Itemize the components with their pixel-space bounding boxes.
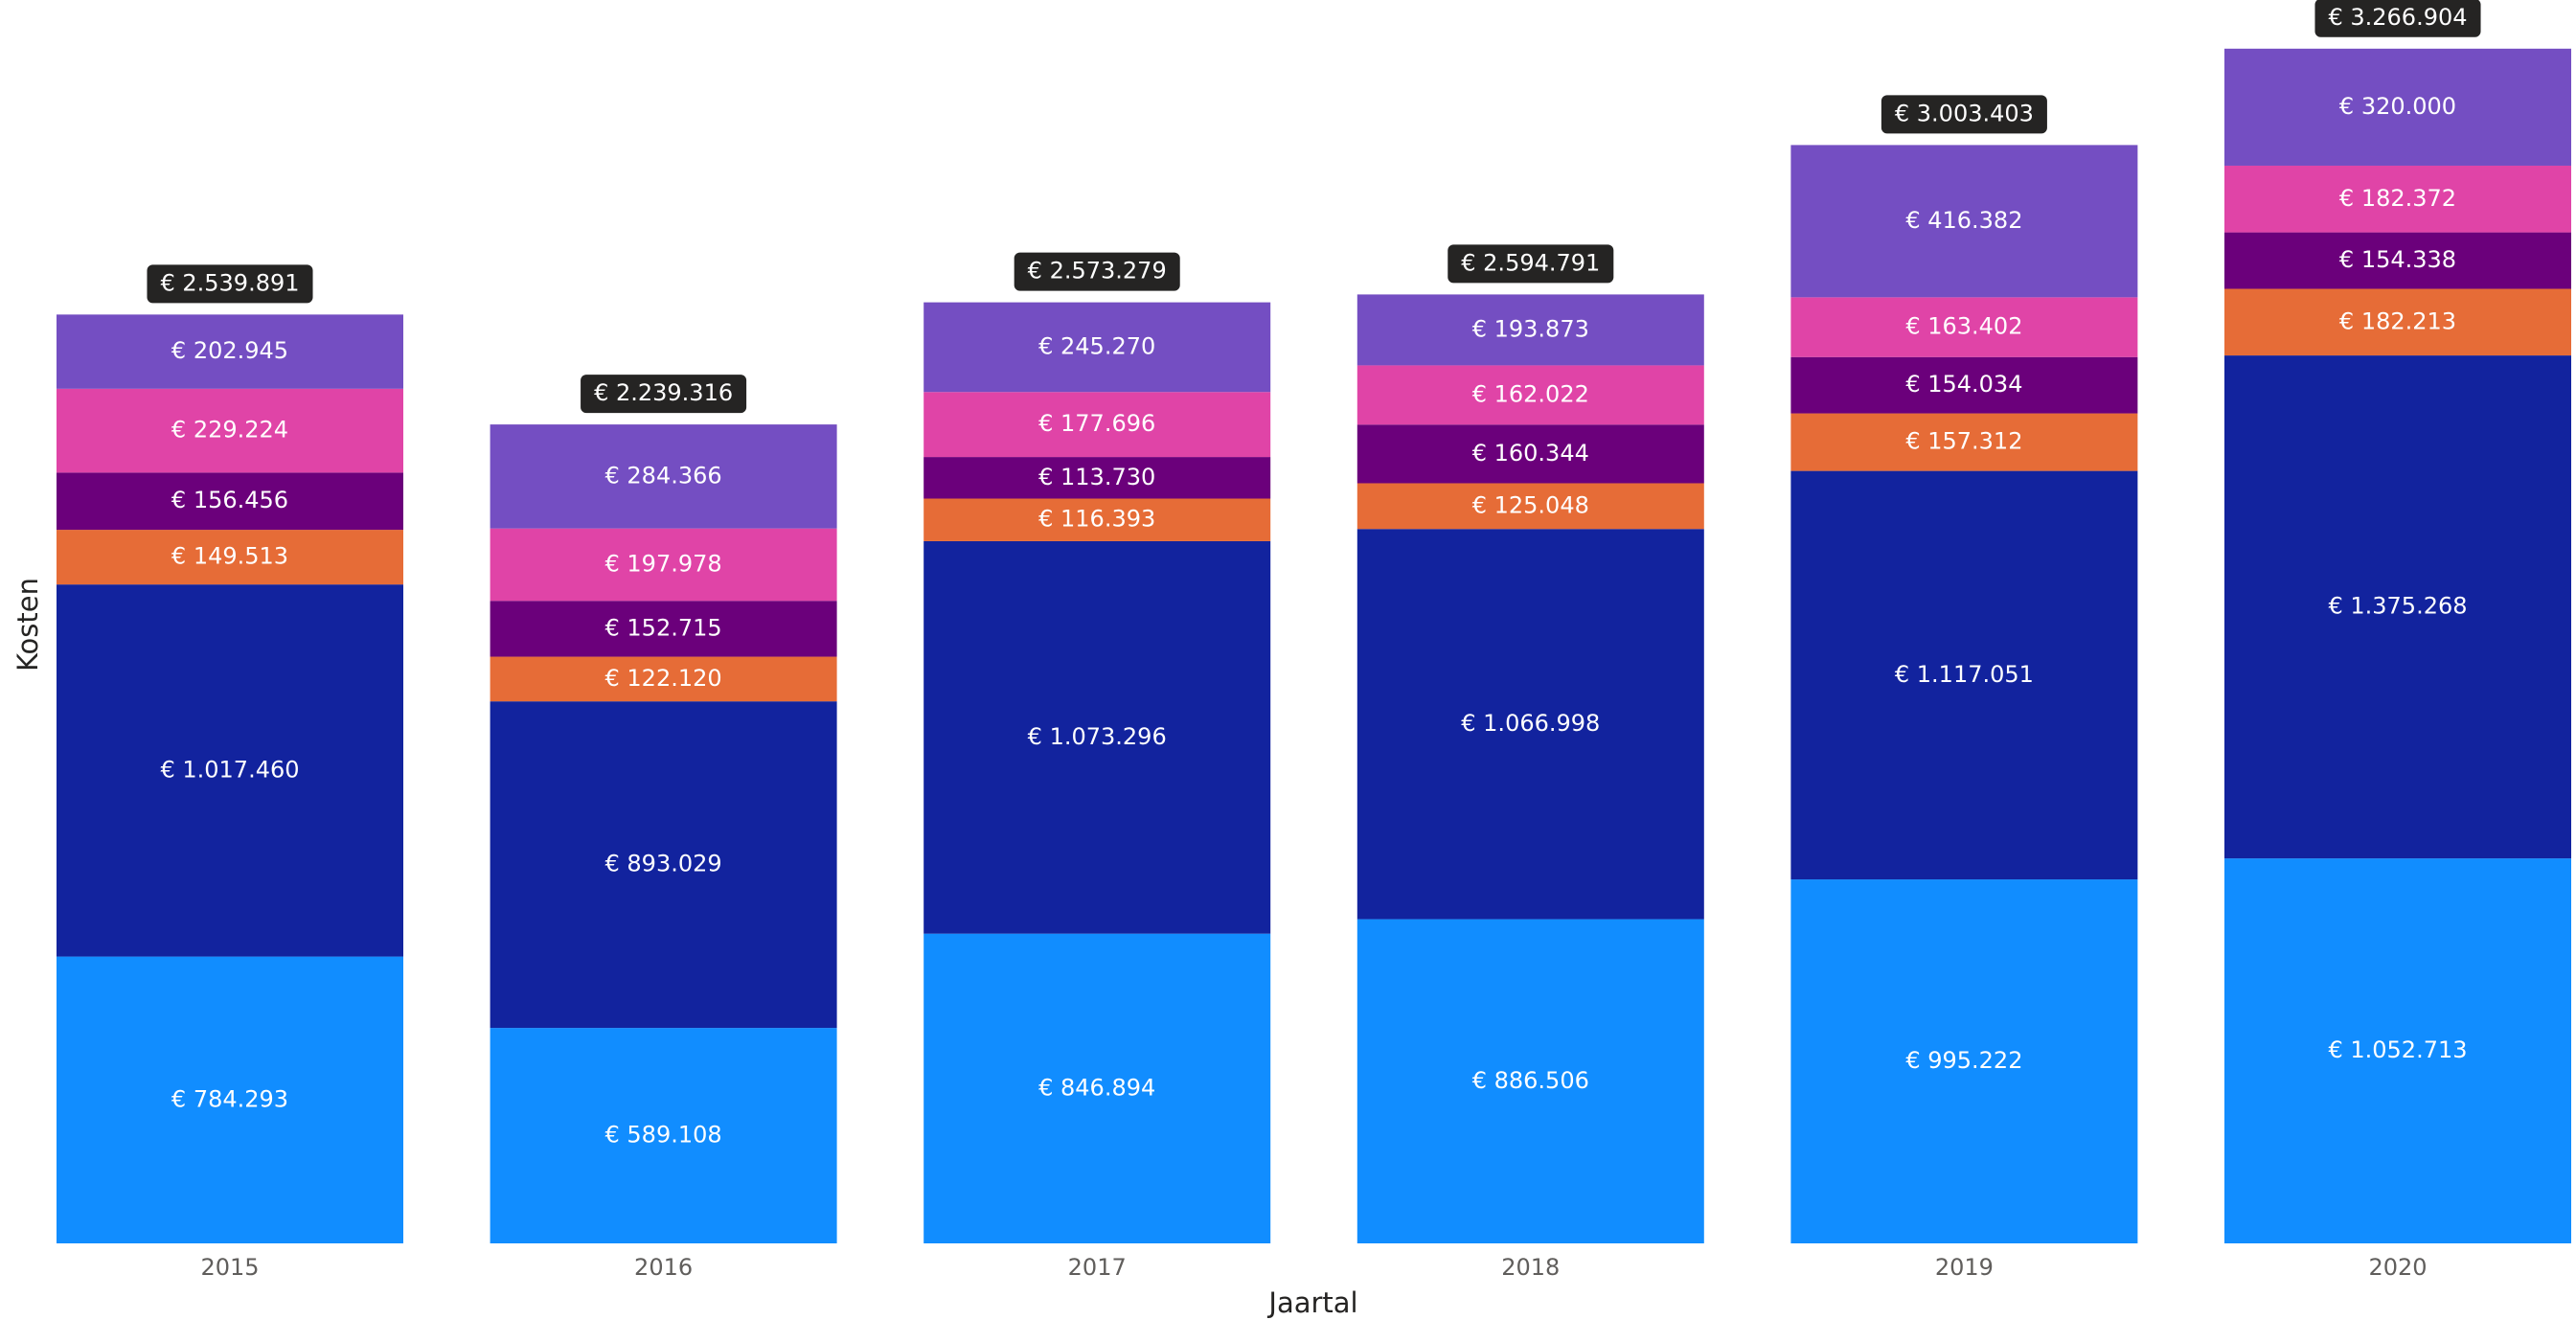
bar-segment	[923, 498, 1271, 541]
bar-segment	[2224, 355, 2571, 859]
bar-segment	[1356, 424, 1704, 484]
bar-segment	[1356, 365, 1704, 425]
total-label: € 2.573.279	[1028, 258, 1167, 284]
total-label-box	[1881, 95, 2047, 134]
data-label: € 784.293	[171, 1085, 288, 1112]
data-label: € 149.513	[171, 543, 288, 570]
total-label: € 3.266.904	[2328, 4, 2467, 31]
data-label: € 193.873	[1472, 315, 1589, 342]
bar-segment	[57, 314, 403, 389]
data-label: € 245.270	[1038, 332, 1155, 359]
data-label: € 1.052.713	[2328, 1036, 2467, 1063]
data-label: € 125.048	[1472, 491, 1589, 518]
data-label: € 846.894	[1038, 1074, 1155, 1101]
x-tick-label: 2016	[634, 1254, 693, 1281]
x-tick-label: 2015	[200, 1254, 259, 1281]
data-label: € 589.108	[605, 1122, 722, 1149]
data-label: € 157.312	[1905, 428, 2022, 455]
bar-segment	[490, 424, 837, 529]
data-label: € 152.715	[605, 614, 722, 641]
bar-segment	[1356, 529, 1704, 920]
bar-segment	[1790, 297, 2138, 357]
data-label: € 229.224	[171, 417, 288, 444]
y-axis-label: Kosten	[11, 578, 44, 671]
bar-segment	[1790, 470, 2138, 880]
bar-segment	[2224, 858, 2571, 1243]
bar-segment	[2224, 48, 2571, 166]
bar-segment	[923, 540, 1271, 934]
bar-segment	[1790, 413, 2138, 471]
data-label: € 163.402	[1905, 313, 2022, 340]
bar-segment	[57, 956, 403, 1243]
bar-segment	[923, 933, 1271, 1243]
data-label: € 113.730	[1038, 464, 1155, 490]
total-label-box	[147, 264, 313, 304]
data-label: € 154.034	[1905, 371, 2022, 398]
total-label: € 2.594.791	[1461, 249, 1600, 276]
data-label: € 886.506	[1472, 1067, 1589, 1094]
data-label: € 160.344	[1472, 440, 1589, 467]
data-label: € 1.117.051	[1895, 661, 2034, 688]
bar-segment	[490, 656, 837, 702]
x-tick-label: 2017	[1068, 1254, 1127, 1281]
total-label: € 2.539.891	[160, 269, 299, 296]
x-axis-label: Jaartal	[1266, 1286, 1357, 1319]
data-label: € 177.696	[1038, 410, 1155, 437]
bar-segment	[923, 457, 1271, 499]
x-tick-label: 2018	[1501, 1254, 1560, 1281]
data-label: € 1.375.268	[2328, 593, 2467, 620]
bar-segment	[1356, 483, 1704, 530]
data-label: € 182.213	[2339, 307, 2456, 334]
data-label: € 202.945	[171, 337, 288, 364]
data-label: € 893.029	[605, 851, 722, 877]
bar-segment	[1356, 919, 1704, 1243]
data-label: € 416.382	[1905, 207, 2022, 234]
data-label: € 197.978	[605, 550, 722, 577]
data-label: € 1.017.460	[160, 756, 299, 783]
total-label: € 2.239.316	[594, 379, 733, 406]
bar-segment	[57, 388, 403, 473]
bar-segment	[490, 1028, 837, 1243]
bar-segment	[1790, 356, 2138, 414]
bar-segment	[57, 584, 403, 957]
total-label: € 3.003.403	[1895, 100, 2034, 126]
data-label: € 1.073.296	[1028, 723, 1167, 750]
bar-segment	[57, 530, 403, 585]
data-label: € 116.393	[1038, 506, 1155, 533]
bar-segment	[490, 701, 837, 1029]
bar-segment	[2224, 232, 2571, 289]
bar-segment	[490, 601, 837, 657]
bar-segment	[2224, 288, 2571, 356]
data-label: € 156.456	[171, 487, 288, 513]
total-label-box	[1448, 244, 1614, 284]
bar-segment	[1790, 145, 2138, 298]
data-label: € 1.066.998	[1461, 710, 1600, 737]
bar-segment	[57, 472, 403, 531]
data-label: € 995.222	[1905, 1047, 2022, 1074]
data-label: € 162.022	[1472, 380, 1589, 407]
total-label-box	[581, 375, 747, 414]
x-tick-label: 2019	[1935, 1254, 1994, 1281]
total-label-box	[1014, 252, 1180, 291]
bar-segment	[1790, 879, 2138, 1243]
data-label: € 182.372	[2339, 185, 2456, 212]
data-label: € 122.120	[605, 665, 722, 692]
x-tick-label: 2020	[2368, 1254, 2427, 1281]
total-label-box	[2314, 0, 2481, 37]
bar-segment	[923, 302, 1271, 393]
data-label: € 154.338	[2339, 246, 2456, 273]
data-label: € 320.000	[2339, 93, 2456, 120]
bar-segment	[1356, 294, 1704, 366]
data-label: € 284.366	[605, 462, 722, 489]
bar-segment	[2224, 165, 2571, 233]
bar-segment	[490, 528, 837, 602]
bar-segment	[923, 392, 1271, 458]
